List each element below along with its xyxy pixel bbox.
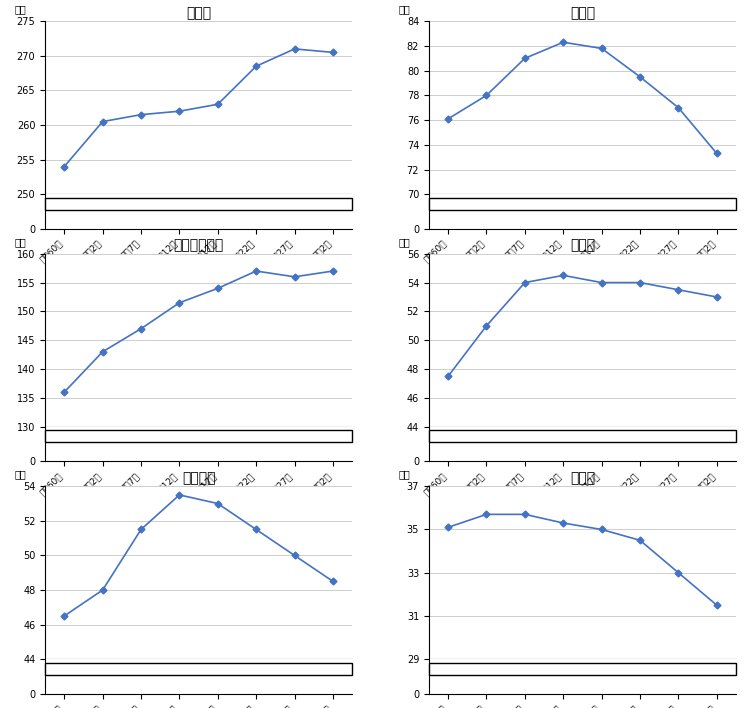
FancyBboxPatch shape [429,430,736,442]
FancyBboxPatch shape [429,663,736,675]
FancyBboxPatch shape [45,663,352,675]
Title: 水戸市: 水戸市 [186,6,211,20]
Title: ひたちなか市: ひたちなか市 [173,239,224,253]
Text: 千人: 千人 [14,469,26,479]
FancyBboxPatch shape [45,198,352,210]
Title: 小美玉市: 小美玉市 [182,471,216,485]
Text: 千人: 千人 [14,236,26,247]
Text: 千人: 千人 [398,4,410,14]
Text: 千人: 千人 [398,236,410,247]
Title: 笠間市: 笠間市 [570,6,595,20]
Title: 茨城町: 茨城町 [570,471,595,485]
Text: 千人: 千人 [398,469,410,479]
Title: 那珂市: 那珂市 [570,239,595,253]
Text: 千人: 千人 [14,4,26,14]
FancyBboxPatch shape [429,198,736,210]
FancyBboxPatch shape [45,430,352,442]
